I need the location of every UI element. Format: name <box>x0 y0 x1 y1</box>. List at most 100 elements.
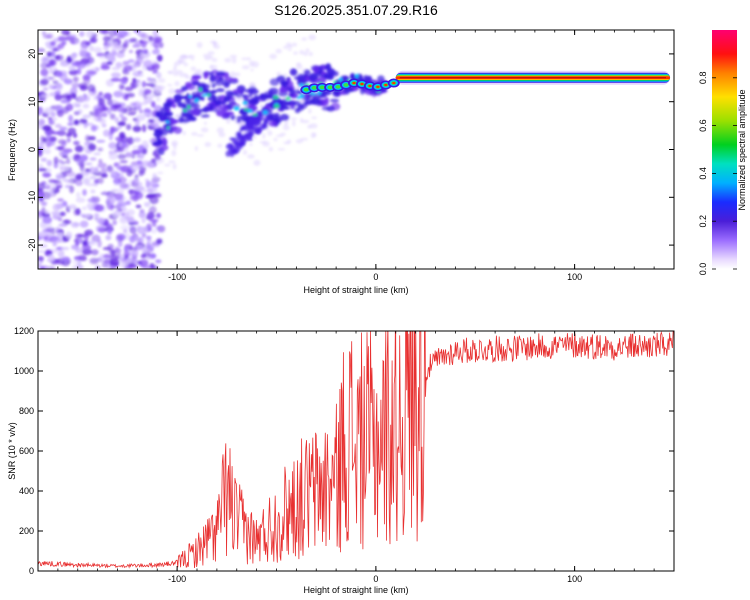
heatmap-cell <box>108 142 117 150</box>
y-tick-label: 800 <box>19 406 34 416</box>
heatmap-cell <box>93 46 102 54</box>
heatmap-cell <box>150 100 156 108</box>
heatmap-cell <box>262 110 268 115</box>
heatmap-cell <box>293 51 298 55</box>
heatmap-cell <box>311 116 318 120</box>
heatmap-cell <box>121 116 128 122</box>
heatmap-cell <box>139 152 144 161</box>
heatmap-cell <box>118 83 125 91</box>
heatmap-cell <box>140 253 147 259</box>
heatmap-cell <box>273 137 278 142</box>
heatmap-cell <box>59 211 66 217</box>
heatmap-cell <box>100 173 108 178</box>
heatmap-cell <box>213 44 221 49</box>
heatmap-cell <box>87 84 96 92</box>
heatmap-cell <box>110 77 121 82</box>
heatmap-cell <box>120 225 130 230</box>
heatmap-cell <box>68 204 77 210</box>
heatmap-cell <box>119 165 129 173</box>
heatmap-cell <box>289 89 295 97</box>
heatmap-cell <box>56 232 62 237</box>
heatmap-cell <box>155 96 161 103</box>
heatmap-cell <box>129 235 136 243</box>
heatmap-cell <box>149 122 158 127</box>
heatmap-cell <box>354 74 359 79</box>
heatmap-cell <box>113 90 124 98</box>
heatmap-cell <box>59 203 65 208</box>
heatmap-cell <box>46 51 52 58</box>
heatmap-cell <box>102 247 112 251</box>
heatmap-cell <box>87 70 97 75</box>
heatmap-cell <box>64 219 69 225</box>
heatmap-cell <box>79 220 89 228</box>
heatmap-cell <box>282 125 290 131</box>
heatmap-cell <box>287 48 292 51</box>
y-tick-label: 10 <box>27 97 37 107</box>
heatmap-cell <box>38 231 47 238</box>
figure-title: S126.2025.351.07.29.R16 <box>274 2 438 18</box>
heatmap-cell <box>242 94 250 99</box>
heatmap-cell <box>102 190 108 196</box>
heatmap-cell <box>49 235 60 241</box>
heatmap-cell <box>38 256 45 262</box>
heatmap-cell <box>133 61 142 68</box>
y-tick-label: 400 <box>19 486 34 496</box>
heatmap-cell <box>63 78 73 85</box>
heatmap-cell <box>152 70 159 74</box>
heatmap-cell <box>138 166 146 174</box>
heatmap-cell <box>82 74 91 81</box>
heatmap-cell <box>291 100 302 107</box>
heatmap-cell <box>110 50 117 57</box>
heatmap-cell <box>301 119 310 124</box>
heatmap-cell <box>75 175 80 181</box>
heatmap-cell <box>224 57 232 63</box>
heatmap-cell <box>38 168 48 172</box>
heatmap-cell <box>183 62 189 67</box>
heatmap-cell <box>111 188 119 193</box>
heatmap-cell <box>39 79 49 86</box>
heatmap-cell <box>126 209 136 216</box>
heatmap-cell <box>106 196 116 205</box>
heatmap-cell <box>68 114 74 123</box>
heatmap-cell <box>229 71 236 78</box>
heatmap-cell <box>156 139 163 143</box>
heatmap-cell <box>55 175 64 180</box>
ridge-bead <box>376 85 380 88</box>
heatmap-cell <box>136 114 146 122</box>
heatmap-cell <box>135 186 145 192</box>
heatmap-cell <box>216 127 224 134</box>
heatmap-cell <box>71 82 81 89</box>
heatmap-cell <box>143 201 151 207</box>
heatmap-cell <box>59 126 68 131</box>
heatmap-cell <box>114 246 120 253</box>
heatmap-cell <box>316 90 322 95</box>
heatmap-cell <box>218 77 225 82</box>
heatmap-cell <box>76 191 81 199</box>
heatmap-cell <box>79 49 87 57</box>
heatmap-cell <box>201 93 208 97</box>
y-tick-label: 1200 <box>14 326 34 336</box>
heatmap-cell <box>132 125 142 133</box>
heatmap-cell <box>74 145 84 153</box>
heatmap-cell <box>301 37 308 41</box>
heatmap-cell <box>87 197 98 204</box>
heatmap-cell <box>94 107 103 114</box>
heatmap-cell <box>159 157 165 164</box>
heatmap-cell <box>123 65 133 72</box>
heatmap-cell <box>144 144 150 148</box>
heatmap-cell <box>163 112 174 117</box>
heatmap-cell <box>38 182 46 191</box>
heatmap-cell <box>48 83 54 90</box>
heatmap-cell <box>196 134 205 137</box>
heatmap-cell <box>92 171 102 177</box>
heatmap-cell <box>308 76 317 83</box>
heatmap-cell <box>125 200 131 206</box>
heatmap-cell <box>332 90 342 97</box>
heatmap-cell <box>138 87 146 94</box>
heatmap-cell <box>100 167 108 174</box>
heatmap-cell <box>111 72 121 78</box>
heatmap-cell <box>116 52 125 59</box>
heatmap-cell <box>77 68 82 75</box>
heatmap-cell <box>159 128 169 136</box>
